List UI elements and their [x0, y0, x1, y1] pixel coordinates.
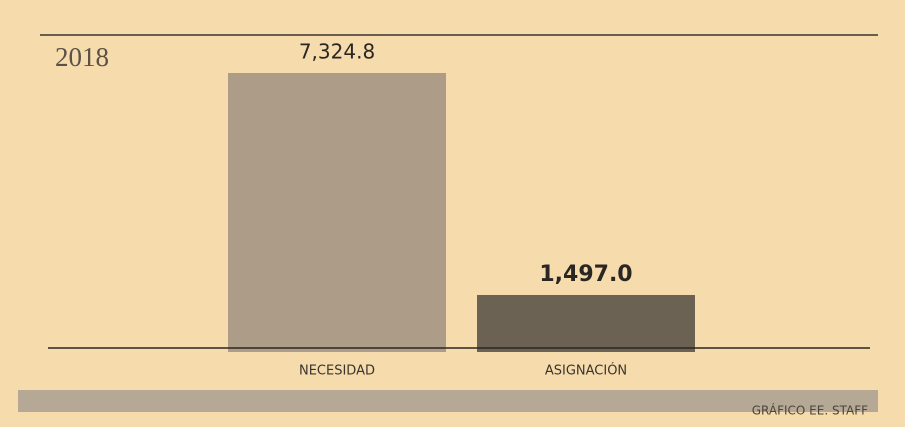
footer-band	[18, 390, 878, 412]
x-tick-label: ASIGNACIÓN	[545, 363, 627, 379]
value-label: 7,324.8	[299, 40, 375, 64]
chart: 2018 GRÁFICO EE. STAFF 7,324.8 NECESIDAD 1…	[0, 0, 905, 427]
bar	[477, 295, 695, 352]
source: GRÁFICO EE. STAFF	[752, 403, 868, 418]
value-label: 1,497.0	[539, 262, 632, 287]
background	[0, 0, 905, 427]
x-tick-label: NECESIDAD	[299, 364, 375, 379]
bar	[228, 73, 446, 352]
chart-title: 2018	[55, 42, 109, 72]
